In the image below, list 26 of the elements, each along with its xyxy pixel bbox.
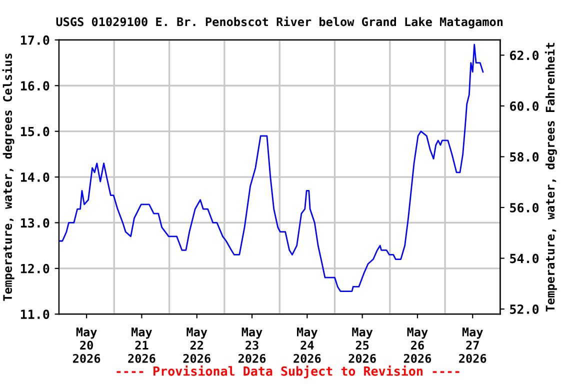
y-tick-label: 15.0 — [21, 126, 50, 136]
x-tick-label: May 21 2026 — [128, 328, 156, 363]
x-tick-label: May 27 2026 — [459, 328, 486, 363]
x-tick-label: May 20 2026 — [73, 328, 100, 363]
x-tick-label: May 24 2026 — [294, 328, 321, 363]
chart-title: USGS 01029100 E. Br. Penobscot River below Grand Lake Matagamon — [56, 16, 503, 28]
x-tick-label: May 25 2026 — [348, 328, 376, 363]
y2-tick-label: 62.0 — [510, 50, 539, 60]
y-tick-label: 13.0 — [21, 218, 50, 228]
y-tick-label: 17.0 — [21, 35, 50, 45]
y-axis-title: Temperature, water, degrees Celsius — [2, 54, 14, 301]
y-tick-label: 14.0 — [21, 172, 50, 182]
x-tick-label: May 22 2026 — [183, 328, 210, 363]
y2-tick-label: 60.0 — [510, 101, 539, 111]
x-tick-label: May 26 2026 — [404, 328, 432, 363]
x-tick-label: May 23 2026 — [238, 328, 266, 363]
y2-tick-label: 58.0 — [510, 152, 539, 162]
y-tick-label: 12.0 — [21, 264, 50, 274]
line-series — [58, 44, 484, 292]
y-tick-label: 11.0 — [21, 310, 50, 320]
text: ---- Provisional Data Subject to Revision ---- — [116, 365, 460, 378]
y-tick-label: 16.0 — [21, 81, 50, 91]
y2-axis-title: Temperature, water, degrees Fahrenheit — [544, 42, 557, 312]
y2-tick-label: 56.0 — [510, 202, 539, 212]
y2-tick-label: 54.0 — [510, 254, 539, 264]
y2-tick-label: 52.0 — [510, 304, 539, 314]
